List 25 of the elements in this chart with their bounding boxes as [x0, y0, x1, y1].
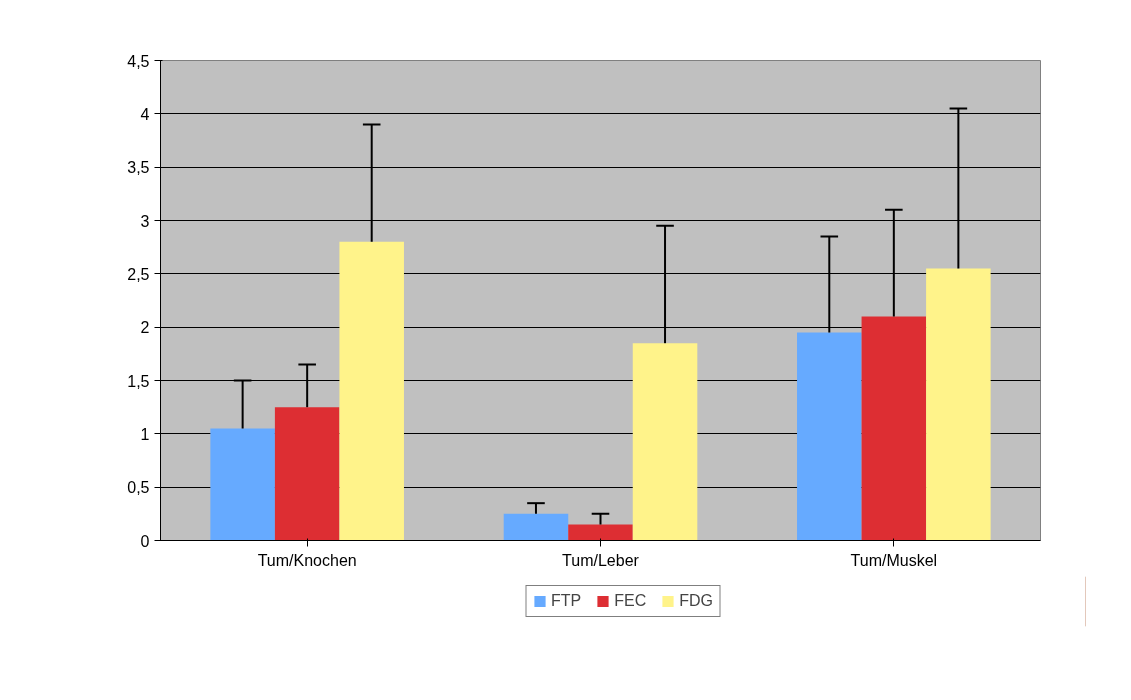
- y-tick-label: 3,5: [127, 159, 150, 177]
- bar: [339, 241, 404, 541]
- y-tick-label: 2,5: [127, 265, 150, 283]
- y-tick-label: 0,5: [127, 479, 150, 497]
- bar: [926, 268, 991, 541]
- legend-label: FTP: [551, 592, 582, 610]
- bar: [274, 407, 340, 541]
- bar: [797, 332, 862, 541]
- x-tick-label: Tum/Muskel: [850, 551, 938, 569]
- y-tick-label: 0: [140, 532, 150, 550]
- y-tick-label: 4,5: [127, 52, 150, 70]
- bar: [568, 524, 633, 541]
- y-tick-label: 1,5: [127, 372, 150, 390]
- x-tick-label: Tum/Leber: [562, 551, 640, 569]
- legend-label: FDG: [679, 592, 713, 610]
- y-tick-label: 2: [140, 319, 150, 337]
- x-tick-label: Tum/Knochen: [257, 551, 357, 569]
- y-tick-label: 1: [140, 425, 150, 443]
- bar: [632, 343, 698, 541]
- bar: [503, 513, 569, 541]
- y-tick-label: 4: [140, 105, 150, 123]
- bar: [861, 316, 927, 541]
- y-tick-label: 3: [140, 212, 150, 230]
- bar: [210, 428, 275, 541]
- legend-label: FEC: [614, 592, 647, 610]
